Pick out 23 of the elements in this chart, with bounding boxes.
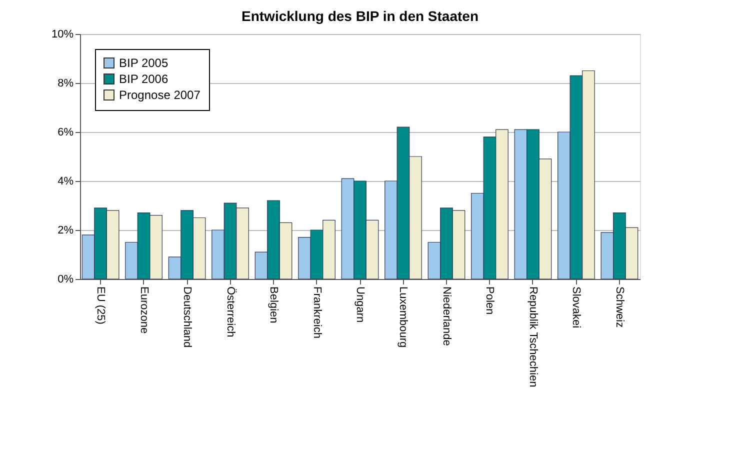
y-tick-label: 8% — [58, 78, 74, 90]
y-tick-label: 2% — [58, 224, 74, 236]
x-tick-label: Österreich — [224, 286, 238, 338]
x-tick-label: Eurozone — [138, 286, 150, 334]
x-tick-label: Schweiz — [613, 286, 626, 328]
y-tick-label: 0% — [58, 274, 74, 286]
x-tick-label: Frankreich — [310, 286, 323, 338]
y-tick-label: 10% — [51, 28, 74, 40]
x-tick-label: Republik Tschechien — [526, 286, 539, 388]
y-tick-label: 6% — [58, 126, 74, 138]
x-tick-label: Belgien — [268, 286, 280, 324]
x-tick-label: Polen — [484, 286, 496, 315]
x-tick-label: Deutschland — [181, 286, 194, 348]
legend-label: Prognose 2007 — [119, 88, 201, 102]
x-tick-label: Luxembourg — [397, 286, 410, 348]
y-tick-label: 4% — [58, 176, 74, 188]
legend-label: BIP 2006 — [119, 72, 168, 86]
x-tick-label: Ungarn — [354, 286, 366, 323]
legend-label: BIP 2005 — [119, 56, 168, 70]
x-tick-label: EU (25) — [94, 286, 107, 324]
chart-title: Entwicklung des BIP in den Staaten — [241, 8, 479, 24]
x-tick-label: Slovakei — [570, 286, 582, 328]
x-tick-label: Niederlande — [440, 286, 452, 346]
